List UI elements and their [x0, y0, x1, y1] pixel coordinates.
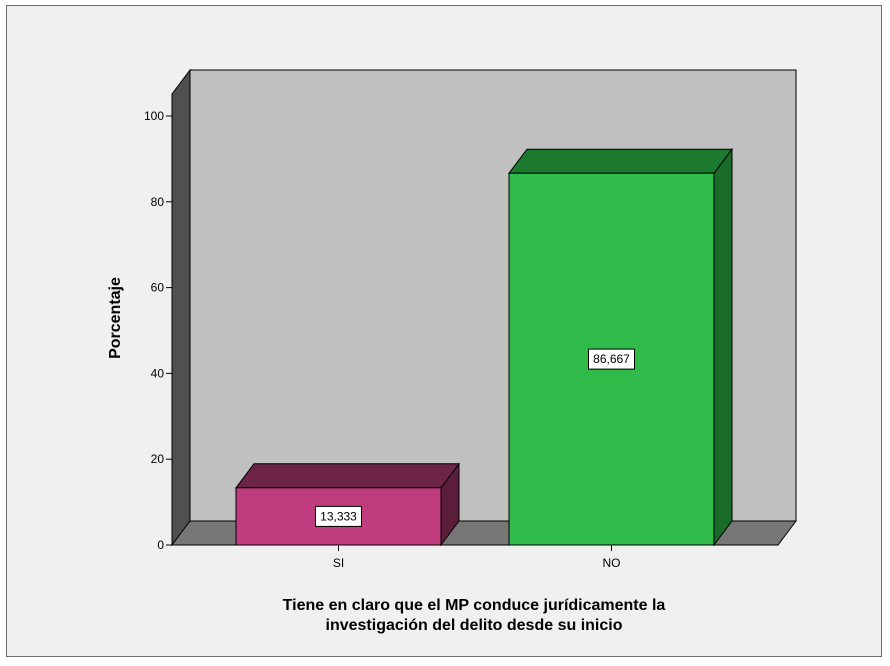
x-axis-title-line-1: Tiene en claro que el MP conduce jurídic…: [283, 597, 666, 614]
value-label-box: [588, 348, 635, 370]
x-tick-label: NO: [603, 556, 621, 570]
value-label: 86,667: [593, 352, 630, 366]
x-tick-label: SI: [333, 556, 344, 570]
y-tick-label: 40: [151, 366, 165, 380]
value-label: 13,333: [320, 509, 357, 523]
bar-top: [508, 148, 733, 174]
x-axis: SI NO: [172, 544, 778, 570]
bar-no: 86,667: [508, 147, 733, 547]
bars: 13,333 86,667: [235, 147, 733, 547]
bar-side: [713, 147, 733, 547]
bar-si: 13,333: [235, 462, 460, 547]
y-tick-label: 100: [144, 109, 164, 123]
y-axis: 0 20 40 60 80 100: [144, 109, 173, 552]
plot-left-wall: [171, 68, 191, 547]
bar-top: [235, 463, 460, 489]
y-axis-title: Porcentaje: [107, 277, 124, 359]
y-tick-label: 60: [151, 281, 165, 295]
x-axis-title-line-2: investigación del delito desde su inicio: [326, 617, 623, 634]
y-tick-label: 20: [151, 452, 165, 466]
y-tick-label: 0: [157, 538, 164, 552]
value-label-box: [315, 505, 362, 527]
y-tick-label: 80: [151, 195, 165, 209]
